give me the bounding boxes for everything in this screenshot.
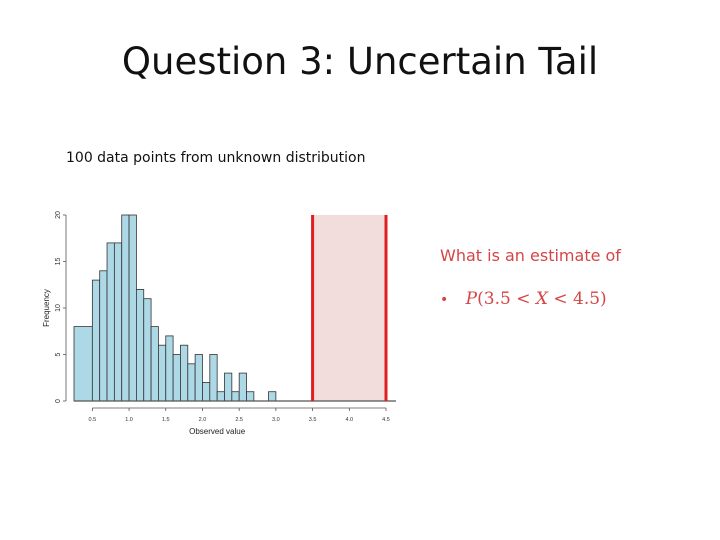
histogram-chart: 0.5 1.0 1.5 2.0 2.5 3.0 3.5 4.0 4.5 Observed valu… bbox=[42, 211, 396, 436]
histogram-bar bbox=[121, 214, 130, 402]
x-tick-label: 4.5 bbox=[382, 417, 390, 423]
bullet-dot: • bbox=[440, 292, 449, 308]
y-tick-label: 0 bbox=[55, 399, 62, 403]
histogram-bar bbox=[246, 391, 255, 402]
probability-open: (3.5 < bbox=[477, 289, 536, 309]
histogram-bar bbox=[180, 344, 189, 402]
histogram-bar bbox=[143, 298, 152, 402]
shaded-region bbox=[312, 215, 386, 401]
question-panel: What is an estimate of • P(3.5 < X < 4.5… bbox=[440, 246, 621, 309]
random-variable: X bbox=[535, 289, 548, 309]
y-axis-label: Frequency bbox=[42, 289, 51, 327]
histogram-bar bbox=[187, 363, 196, 402]
x-tick-label: 3.0 bbox=[272, 417, 280, 423]
y-tick-label: 20 bbox=[55, 211, 62, 219]
histogram-bar bbox=[194, 354, 203, 402]
probability-symbol: P bbox=[465, 289, 478, 309]
chart-subtitle: 100 data points from unknown distributio… bbox=[66, 150, 366, 166]
histogram-bar bbox=[158, 344, 167, 402]
x-tick-label: 3.5 bbox=[309, 417, 317, 423]
histogram-bar bbox=[91, 279, 101, 402]
histogram-bar bbox=[128, 214, 137, 402]
histogram-bar bbox=[224, 372, 233, 402]
x-tick-label: 2.0 bbox=[199, 417, 207, 423]
histogram-bar bbox=[136, 289, 145, 402]
histogram-bar bbox=[209, 354, 218, 402]
x-tick-label: 1.5 bbox=[162, 417, 170, 423]
histogram-bar bbox=[99, 270, 108, 402]
y-tick-label: 10 bbox=[55, 304, 62, 312]
histogram-bar bbox=[216, 391, 225, 402]
histogram-bar bbox=[73, 326, 93, 402]
question-heading: What is an estimate of bbox=[440, 246, 621, 265]
histogram-bar bbox=[165, 335, 174, 402]
histogram-bar bbox=[231, 391, 240, 402]
x-axis-label: Observed value bbox=[189, 427, 246, 436]
slide-title: Question 3: Uncertain Tail bbox=[121, 40, 599, 83]
y-tick-label: 15 bbox=[55, 258, 62, 266]
x-tick-label: 1.0 bbox=[125, 417, 133, 423]
x-tick-label: 0.5 bbox=[89, 417, 97, 423]
histogram-bar bbox=[150, 326, 159, 402]
y-tick-label: 5 bbox=[55, 352, 62, 356]
histogram-bar bbox=[268, 391, 277, 402]
histogram-bar bbox=[106, 242, 115, 402]
x-tick-label: 4.0 bbox=[345, 417, 353, 423]
histogram-bar bbox=[172, 354, 181, 402]
probability-bullet: • P(3.5 < X < 4.5) bbox=[440, 289, 621, 309]
x-tick-label: 2.5 bbox=[235, 417, 243, 423]
histogram-bar bbox=[113, 242, 123, 402]
histogram-bar bbox=[202, 381, 211, 402]
probability-close: < 4.5) bbox=[547, 289, 607, 309]
histogram-bar bbox=[238, 372, 247, 402]
